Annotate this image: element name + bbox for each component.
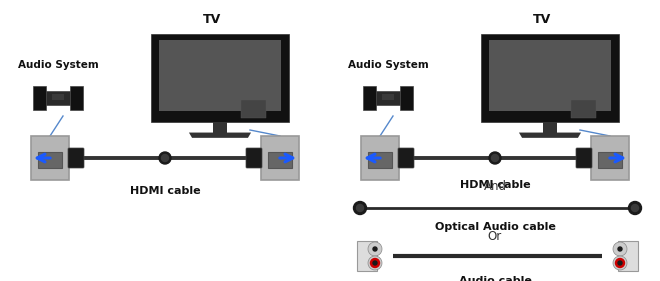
FancyBboxPatch shape (151, 34, 289, 122)
FancyBboxPatch shape (481, 34, 619, 122)
FancyBboxPatch shape (68, 148, 84, 168)
Polygon shape (543, 122, 557, 133)
Circle shape (370, 259, 380, 268)
FancyBboxPatch shape (398, 148, 414, 168)
Polygon shape (189, 133, 251, 138)
FancyBboxPatch shape (51, 94, 65, 100)
Text: And: And (484, 180, 506, 192)
FancyBboxPatch shape (246, 148, 262, 168)
FancyBboxPatch shape (268, 152, 292, 168)
Text: TV: TV (533, 13, 551, 26)
Circle shape (613, 256, 627, 270)
FancyBboxPatch shape (31, 136, 69, 180)
Circle shape (613, 242, 627, 256)
FancyBboxPatch shape (598, 152, 622, 168)
FancyBboxPatch shape (489, 40, 610, 110)
FancyBboxPatch shape (261, 136, 299, 180)
Circle shape (373, 261, 377, 265)
FancyBboxPatch shape (576, 148, 592, 168)
Circle shape (492, 155, 498, 162)
Circle shape (368, 256, 382, 270)
FancyBboxPatch shape (357, 241, 377, 271)
FancyBboxPatch shape (361, 136, 399, 180)
FancyBboxPatch shape (46, 91, 70, 105)
Circle shape (618, 247, 622, 251)
Polygon shape (213, 122, 227, 133)
Circle shape (628, 201, 642, 214)
Circle shape (373, 247, 377, 251)
Circle shape (632, 205, 638, 212)
FancyBboxPatch shape (571, 100, 595, 118)
Text: TV: TV (203, 13, 221, 26)
FancyBboxPatch shape (368, 152, 392, 168)
FancyBboxPatch shape (362, 86, 376, 110)
Circle shape (616, 259, 624, 268)
Text: HDMI cable: HDMI cable (459, 180, 531, 190)
FancyBboxPatch shape (241, 100, 265, 118)
Circle shape (356, 205, 364, 212)
Text: Audio cable: Audio cable (459, 276, 531, 281)
Text: HDMI cable: HDMI cable (129, 186, 201, 196)
Text: Audio System: Audio System (348, 60, 428, 70)
FancyBboxPatch shape (591, 136, 629, 180)
Circle shape (618, 261, 622, 265)
Circle shape (368, 242, 382, 256)
FancyBboxPatch shape (400, 86, 413, 110)
FancyBboxPatch shape (381, 94, 395, 100)
FancyBboxPatch shape (376, 91, 400, 105)
Circle shape (162, 155, 168, 162)
Circle shape (354, 201, 366, 214)
Circle shape (159, 152, 171, 164)
FancyBboxPatch shape (70, 86, 83, 110)
Circle shape (616, 244, 624, 253)
Text: Optical Audio cable: Optical Audio cable (434, 222, 556, 232)
Text: Audio System: Audio System (18, 60, 98, 70)
FancyBboxPatch shape (38, 152, 62, 168)
FancyBboxPatch shape (159, 40, 280, 110)
Polygon shape (519, 133, 581, 138)
FancyBboxPatch shape (32, 86, 46, 110)
Circle shape (370, 244, 380, 253)
Circle shape (489, 152, 501, 164)
Text: Or: Or (488, 230, 502, 244)
FancyBboxPatch shape (618, 241, 638, 271)
